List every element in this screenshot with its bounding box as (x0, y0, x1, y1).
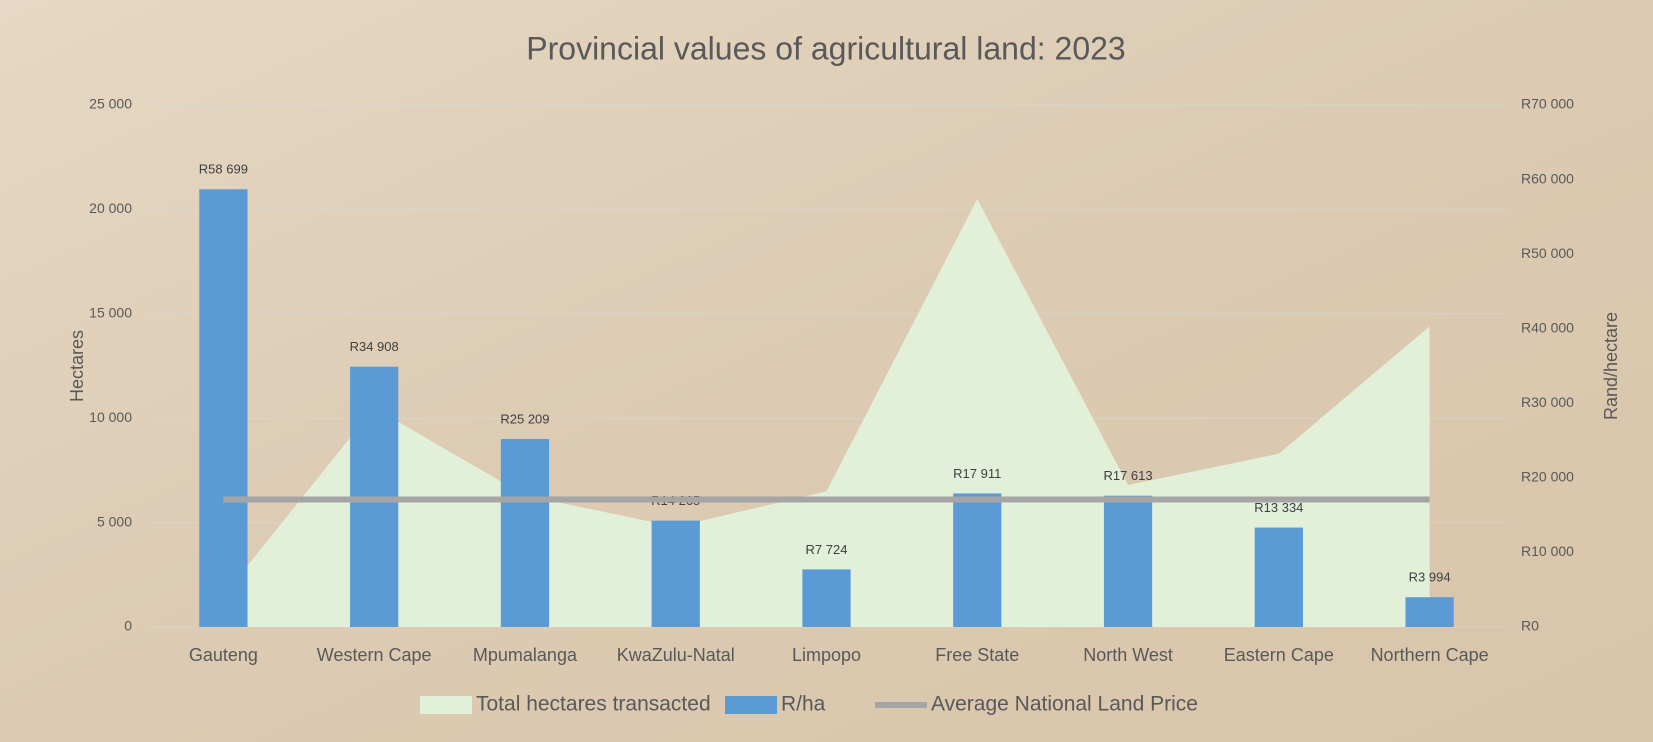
data-label: R58 699 (199, 162, 248, 177)
x-tick-label: Northern Cape (1371, 645, 1489, 665)
bar (1103, 495, 1153, 627)
y2-tick-label: R0 (1521, 618, 1539, 634)
legend-label: Total hectares transacted (476, 693, 711, 716)
bar (802, 569, 851, 627)
legend-label: Average National Land Price (931, 693, 1198, 716)
x-tick-label: Gauteng (189, 645, 258, 665)
x-tick-label: KwaZulu-Natal (617, 645, 735, 665)
y2-tick-label: R60 000 (1521, 170, 1574, 186)
y2-tick-label: R20 000 (1521, 469, 1574, 485)
bar (651, 520, 700, 627)
x-tick-label: Mpumalanga (473, 645, 578, 665)
bar (1405, 597, 1454, 627)
bar (500, 439, 550, 627)
legend-label: R/ha (781, 693, 826, 716)
data-label: R25 209 (500, 411, 549, 426)
bar (953, 493, 1002, 627)
x-tick-label: North West (1083, 645, 1173, 665)
y2-tick-label: R50 000 (1521, 245, 1574, 261)
y-tick-label: 5 000 (97, 513, 132, 529)
y2-tick-label: R10 000 (1521, 543, 1574, 559)
y-tick-label: 0 (124, 618, 132, 634)
x-tick-label: Free State (935, 645, 1019, 665)
data-label: R17 613 (1103, 468, 1152, 483)
y2-tick-label: R40 000 (1521, 319, 1574, 335)
y2-axis-label: Rand/hectare (1601, 312, 1621, 420)
x-tick-label: Western Cape (317, 645, 432, 665)
y-tick-label: 15 000 (89, 305, 132, 321)
y-tick-label: 20 000 (89, 200, 132, 216)
x-tick-label: Limpopo (792, 645, 861, 665)
bar (199, 189, 248, 627)
data-label: R7 724 (806, 542, 848, 557)
chart-title: Provincial values of agricultural land: … (526, 30, 1125, 66)
data-label: R13 334 (1254, 500, 1303, 515)
y2-tick-label: R70 000 (1521, 96, 1574, 112)
x-tick-label: Eastern Cape (1224, 645, 1334, 665)
data-label: R34 908 (350, 339, 399, 354)
bar (1254, 527, 1303, 627)
data-label: R3 994 (1409, 570, 1451, 585)
legend-swatch (420, 696, 472, 714)
y2-tick-label: R30 000 (1521, 394, 1574, 410)
y-axis-label: Hectares (67, 330, 87, 402)
legend-swatch (725, 696, 777, 714)
legend-swatch (875, 702, 927, 708)
y-tick-label: 25 000 (89, 96, 132, 112)
data-label: R17 911 (953, 466, 1001, 481)
y-tick-label: 10 000 (89, 409, 132, 425)
